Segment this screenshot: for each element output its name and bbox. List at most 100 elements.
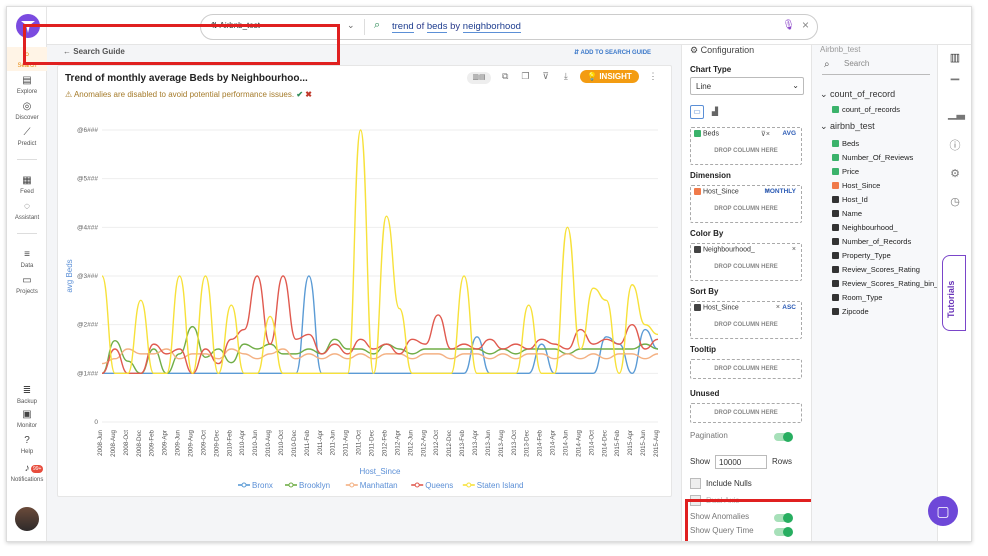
close-icon[interactable]: ✖ <box>305 90 312 99</box>
view-toggle[interactable]: ▥▤ <box>466 72 491 84</box>
filter-icon[interactable]: ⊽ <box>542 71 549 81</box>
x-tick-label: 2011-Apr <box>317 430 324 455</box>
nav-explore[interactable]: ▤ Explore <box>16 75 38 95</box>
color-dropzone[interactable]: Neighbourhood_ × DROP COLUMN HERE <box>690 243 802 281</box>
x-tick-label: 2015-Jun <box>640 429 647 455</box>
x-tick-label: 2010-Apr <box>239 430 246 455</box>
legend-item[interactable]: Queens <box>425 481 453 490</box>
group-toggle[interactable]: ⌄ airbnb_test <box>820 121 875 131</box>
remove-icon[interactable]: × <box>791 246 796 253</box>
x-tick-label: 2014-Apr <box>550 430 557 455</box>
field-item[interactable]: Name <box>832 209 862 218</box>
include-nulls-checkbox[interactable] <box>690 478 701 489</box>
field-item[interactable]: count_of_records <box>832 105 900 114</box>
chevron-down-icon[interactable]: ⌄ <box>347 20 355 30</box>
field-item[interactable]: Zipcode <box>832 307 869 316</box>
check-icon[interactable]: ✔ <box>296 90 304 99</box>
series-line-queens[interactable] <box>101 275 659 375</box>
nav-monitor[interactable]: ▣ Monitor <box>16 409 37 429</box>
measure-dropzone[interactable]: Beds ⊽× AVG DROP COLUMN HERE <box>690 127 802 165</box>
field-item[interactable]: Property_Type <box>832 251 891 260</box>
field-item[interactable]: Beds <box>832 139 859 148</box>
remove-icon[interactable]: × <box>775 304 780 311</box>
nav-search[interactable]: ⌕ Search <box>7 47 47 71</box>
insight-button[interactable]: 💡 INSIGHT <box>580 70 639 83</box>
nav-backup[interactable]: ≣ Backup <box>16 385 37 405</box>
assistant-icon: ◌ <box>24 201 30 212</box>
sort-dropzone[interactable]: Host_Since × ASC DROP COLUMN HERE <box>690 301 802 339</box>
field-item[interactable]: Review_Scores_Rating <box>832 265 920 274</box>
nav-assistant[interactable]: ◌ Assistant <box>14 201 40 221</box>
nav-feed[interactable]: ▦ Feed <box>20 175 34 195</box>
x-tick-label: 2010-Jun <box>252 429 259 455</box>
nav-data[interactable]: ≡ Data <box>20 249 34 269</box>
filter-remove-icon[interactable]: ⊽× <box>760 131 770 138</box>
copy-icon[interactable]: ⧉ <box>501 71 509 81</box>
show-query-time-toggle[interactable] <box>774 527 793 537</box>
nav-predict[interactable]: ⟋ Predict <box>17 127 37 147</box>
user-avatar[interactable] <box>13 505 41 533</box>
nav-projects[interactable]: ▭ Projects <box>16 275 38 295</box>
add-to-search-guide-button[interactable]: ⇵ ADD TO SEARCH GUIDE <box>574 50 652 56</box>
series-line-bronx[interactable] <box>102 275 659 375</box>
series-line-brooklyn[interactable] <box>101 325 659 375</box>
query-token: trend <box>392 21 414 33</box>
group-toggle[interactable]: ⌄ count_of_record <box>820 89 896 99</box>
show-rows-input[interactable]: 10000 <box>715 455 767 469</box>
remove-icon[interactable]: × <box>765 188 770 195</box>
analytics-icon[interactable]: ▁▃ <box>948 108 965 120</box>
nav-help[interactable]: ? Help <box>20 435 34 455</box>
field-item[interactable]: Number_of_Records <box>832 237 911 246</box>
unused-dropzone[interactable]: DROP COLUMN HERE <box>690 403 802 423</box>
chart-config-icon[interactable]: ▭ <box>690 105 704 119</box>
legend-marker <box>466 482 472 488</box>
series-line-manhattan[interactable] <box>101 348 659 365</box>
field-item[interactable]: Neighbourhood_ <box>832 223 897 232</box>
close-icon[interactable]: × <box>801 18 809 32</box>
legend-item[interactable]: Staten Island <box>477 481 524 490</box>
legend-item[interactable]: Brooklyn <box>299 481 330 490</box>
tutorials-tab[interactable]: Tutorials <box>942 255 966 331</box>
color-by-heading: Color By <box>690 229 724 238</box>
search-bar[interactable]: ⇅ Airbnb_test ⌄ ⌕ trend of beds by neigh… <box>200 14 818 40</box>
sort-chip[interactable]: Host_Since × ASC <box>694 304 798 316</box>
ai-assist-icon[interactable]: ⚙ <box>950 168 960 180</box>
chart-settings-icon[interactable]: ▥ <box>949 52 961 64</box>
show-anomalies-toggle[interactable] <box>774 513 793 523</box>
series-line-staten-island[interactable] <box>101 129 659 375</box>
color-chip[interactable]: Neighbourhood_ × <box>694 246 798 258</box>
field-item[interactable]: Host_Since <box>832 181 880 190</box>
search-guide-link[interactable]: ← Search Guide <box>63 47 125 56</box>
dimension-dropzone[interactable]: Host_Since × MONTHLY DROP COLUMN HERE <box>690 185 802 223</box>
nav-discover[interactable]: ◎ Discover <box>15 101 39 121</box>
more-options-icon[interactable]: ⋮ <box>648 71 658 81</box>
measure-chip[interactable]: Beds ⊽× AVG <box>694 130 798 142</box>
history-icon[interactable]: ◷ <box>950 196 960 208</box>
field-item[interactable]: Room_Type <box>832 293 882 302</box>
x-tick-label: 2014-Feb <box>537 429 544 456</box>
field-item[interactable]: Number_Of_Reviews <box>832 153 913 162</box>
nav-notifications[interactable]: ♪ Notifications <box>10 463 44 483</box>
chart-style-icon[interactable]: ▟ <box>708 105 722 119</box>
download-icon[interactable]: ⤓ <box>563 71 568 81</box>
legend-item[interactable]: Manhattan <box>360 481 398 490</box>
chat-icon[interactable]: ▢ <box>928 496 958 526</box>
search-query[interactable]: trend of beds by neighborhood <box>392 21 521 33</box>
tooltip-dropzone[interactable]: DROP COLUMN HERE <box>690 359 802 379</box>
x-tick-label: 2009-Apr <box>162 430 169 455</box>
legend-item[interactable]: Bronx <box>252 481 273 490</box>
pagination-toggle[interactable] <box>774 432 793 442</box>
field-item[interactable]: Host_Id <box>832 195 868 204</box>
x-tick-label: 2009-Oct <box>200 430 207 456</box>
field-item[interactable]: Review_Scores_Rating_bin_ <box>832 279 938 288</box>
duplicate-icon[interactable]: ❐ <box>521 71 530 81</box>
dimension-chip[interactable]: Host_Since × MONTHLY <box>694 188 798 200</box>
microphone-icon[interactable]: 🎙 <box>782 20 795 31</box>
field-search-input[interactable]: ⌕ Search <box>822 59 930 75</box>
chart-toolbar: ▥▤ ⧉ ❐ ⊽ ⤓ 💡 INSIGHT ⋮ <box>466 70 659 84</box>
info-icon[interactable]: ⓘ <box>949 140 961 152</box>
paint-format-icon[interactable]: ▔ <box>950 80 960 92</box>
chart-type-select[interactable]: Line ⌄ <box>690 77 804 95</box>
y-tick-label: @4### <box>77 224 98 231</box>
field-item[interactable]: Price <box>832 167 859 176</box>
